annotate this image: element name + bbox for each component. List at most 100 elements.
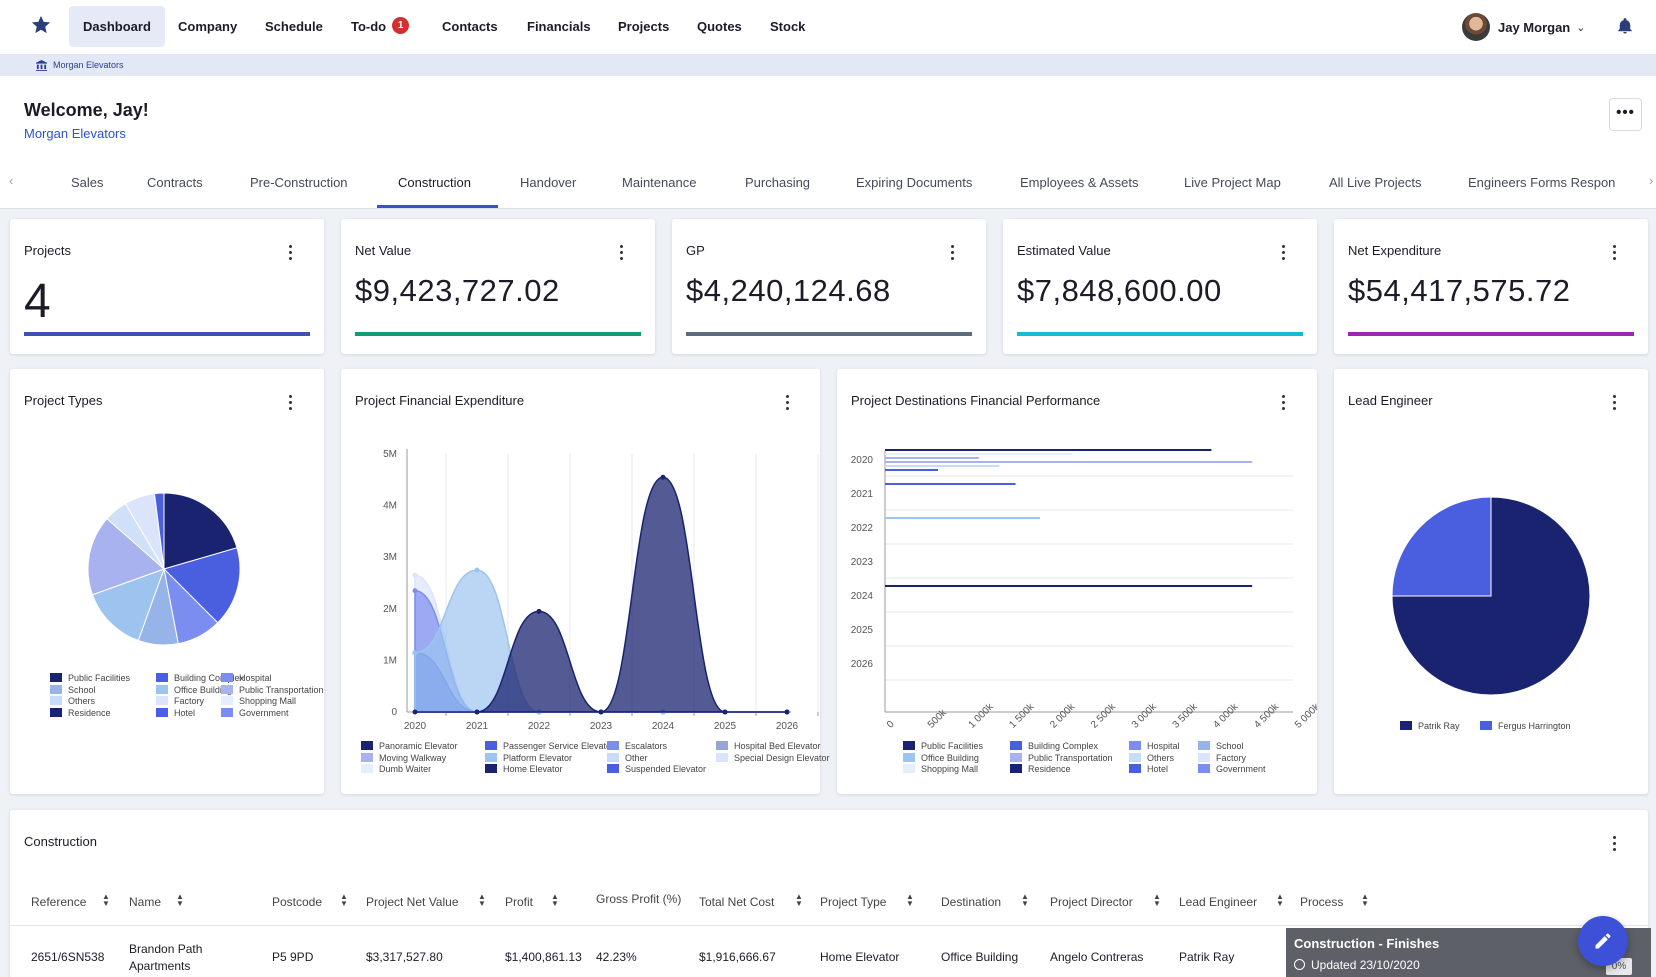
bell-icon[interactable] [1616,16,1634,36]
area-series-panoramic-elevator[interactable] [414,476,787,713]
nav-financials[interactable]: Financials [527,19,591,34]
nav-projects[interactable]: Projects [618,19,670,34]
legend-item-government[interactable]: Government [221,707,289,718]
legend-item-public-transportation[interactable]: Public Transportation [1010,752,1113,763]
sort-icon[interactable]: ▲ ▼ [1361,892,1369,908]
company-link[interactable]: Morgan Elevators [24,126,126,141]
tab-engineers-forms[interactable]: Engineers Forms Respon [1468,175,1616,190]
legend-item-shopping-mall[interactable]: Shopping Mall [221,696,296,706]
nav-quotes[interactable]: Quotes [697,19,742,34]
sort-icon[interactable]: ▲ ▼ [795,892,803,908]
tab-sales[interactable]: Sales [71,175,104,190]
legend-item-factory[interactable]: Factory [1198,752,1246,763]
column-header-process[interactable]: Process [1300,895,1344,909]
legend-item-building-complex[interactable]: Building Complex [1010,741,1098,751]
pie-slice-residence[interactable] [163,493,238,570]
legend-item-patrik-ray[interactable]: Patrik Ray [1400,721,1460,731]
tab-contracts[interactable]: Contracts [147,175,203,190]
legend-item-fergus-harrington[interactable]: Fergus Harrington [1480,721,1571,731]
data-point[interactable] [474,709,480,715]
user-menu[interactable]: Jay Morgan ⌄ [1462,12,1585,42]
legend-item-public-facilities[interactable]: Public Facilities [50,673,130,683]
legend-item-public-transportation[interactable]: Public Transportation [221,684,324,695]
kebab-menu-icon[interactable] [1282,245,1286,261]
legend-item-panoramic-elevator[interactable]: Panoramic Elevator [361,741,458,751]
breadcrumb-company[interactable]: Morgan Elevators [53,60,124,70]
column-header-project-type[interactable]: Project Type [820,895,887,909]
bar-building-complex[interactable] [885,469,939,471]
column-header-lead-engineer[interactable]: Lead Engineer [1179,895,1258,909]
kebab-menu-icon[interactable] [1282,395,1286,411]
legend-item-public-facilities[interactable]: Public Facilities [903,741,983,751]
legend-item-government[interactable]: Government [1198,764,1266,774]
legend-item-office-building[interactable]: Office Building [903,752,979,763]
bar-residence[interactable] [885,585,1253,587]
legend-item-dumb-waiter[interactable]: Dumb Waiter [361,764,431,774]
bar-building-complex[interactable] [885,483,1016,485]
legend-item-factory[interactable]: Factory [156,696,204,706]
column-header-destination[interactable]: Destination [941,895,1002,909]
legend-item-passenger-service-elevator[interactable]: Passenger Service Elevator [485,741,614,751]
sort-icon[interactable]: ▲ ▼ [906,892,914,908]
legend-item-residence[interactable]: Residence [50,707,111,718]
column-header-project-net-value[interactable]: Project Net Value [366,895,459,909]
column-header-profit[interactable]: Profit [505,895,534,909]
column-header-postcode[interactable]: Postcode [272,895,323,909]
tab-purchasing[interactable]: Purchasing [745,175,811,190]
kebab-menu-icon[interactable] [289,245,293,261]
kebab-menu-icon[interactable] [786,395,790,411]
bar-hospital[interactable] [885,457,979,459]
legend-item-special-design-elevator[interactable]: Special Design Elevator [716,752,830,763]
sort-icon[interactable]: ▲ ▼ [1153,892,1161,908]
legend-item-platform-elevator[interactable]: Platform Elevator [485,752,572,763]
kebab-menu-icon[interactable] [1613,245,1617,261]
sort-icon[interactable]: ▲ ▼ [478,892,486,908]
legend-item-hospital-bed-elevator[interactable]: Hospital Bed Elevator [716,741,821,751]
data-point[interactable] [784,709,790,715]
tab-maintenance[interactable]: Maintenance [622,175,697,190]
data-point[interactable] [412,650,418,656]
legend-item-hospital[interactable]: Hospital [221,673,272,683]
legend-item-others[interactable]: Others [1129,752,1174,763]
tab-pre-construction[interactable]: Pre-Construction [250,175,348,190]
sort-icon[interactable]: ▲ ▼ [176,892,184,908]
nav-dashboard[interactable]: Dashboard [69,6,165,47]
column-header-name[interactable]: Name [129,895,162,909]
kebab-menu-icon[interactable] [1613,395,1617,411]
pie-slice-office-building[interactable] [91,568,165,642]
kebab-menu-icon[interactable] [951,245,955,261]
data-point[interactable] [474,567,480,573]
sort-icon[interactable]: ▲ ▼ [102,892,110,908]
legend-item-building-complex[interactable]: Building Complex [156,673,244,683]
legend-item-hospital[interactable]: Hospital [1129,741,1180,751]
column-header-gross-profit[interactable]: Gross Profit (%) [596,892,682,906]
sort-icon[interactable]: ▲ ▼ [340,892,348,908]
sort-icon[interactable]: ▲ ▼ [551,892,559,908]
legend-item-residence[interactable]: Residence [1010,764,1071,774]
column-header-project-director[interactable]: Project Director [1050,895,1133,909]
data-point[interactable] [536,608,542,614]
tab-live-project-map[interactable]: Live Project Map [1184,175,1281,190]
chevron-left-icon[interactable]: ‹ [9,173,14,188]
nav-schedule[interactable]: Schedule [265,19,323,34]
pie-slice-hotel[interactable] [153,493,165,570]
data-point[interactable] [598,709,604,715]
nav-contacts[interactable]: Contacts [442,19,498,34]
tab-handover[interactable]: Handover [520,175,577,190]
pie-slice-building-complex[interactable] [163,547,240,624]
tab-employees-assets[interactable]: Employees & Assets [1020,175,1139,190]
data-point[interactable] [722,709,728,715]
data-point[interactable] [412,572,418,578]
tab-expiring-documents[interactable]: Expiring Documents [856,175,973,190]
legend-item-suspended-elevator[interactable]: Suspended Elevator [607,764,706,774]
legend-item-office-building[interactable]: Office Building [156,684,232,695]
column-header-reference[interactable]: Reference [31,895,87,909]
bar-residence[interactable] [885,449,1212,451]
tab-all-live-projects[interactable]: All Live Projects [1329,175,1422,190]
area-series-hospital-bed-elevator[interactable] [414,569,787,713]
data-point[interactable] [412,588,418,594]
legend-item-other[interactable]: Other [607,752,648,763]
sort-icon[interactable]: ▲ ▼ [1021,892,1029,908]
pie-slice-public-transportation[interactable] [88,518,165,596]
nav-company[interactable]: Company [178,19,238,34]
